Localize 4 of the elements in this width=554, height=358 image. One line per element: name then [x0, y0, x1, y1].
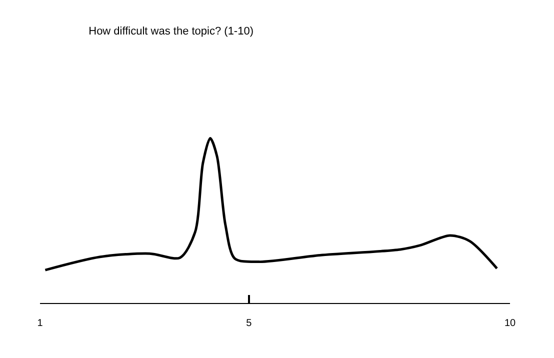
chart-title: How difficult was the topic? (1-10): [88, 26, 254, 38]
x-tick-label: 10: [504, 318, 516, 330]
x-tick-label: 5: [246, 318, 252, 330]
x-tick-label: 1: [37, 318, 44, 330]
